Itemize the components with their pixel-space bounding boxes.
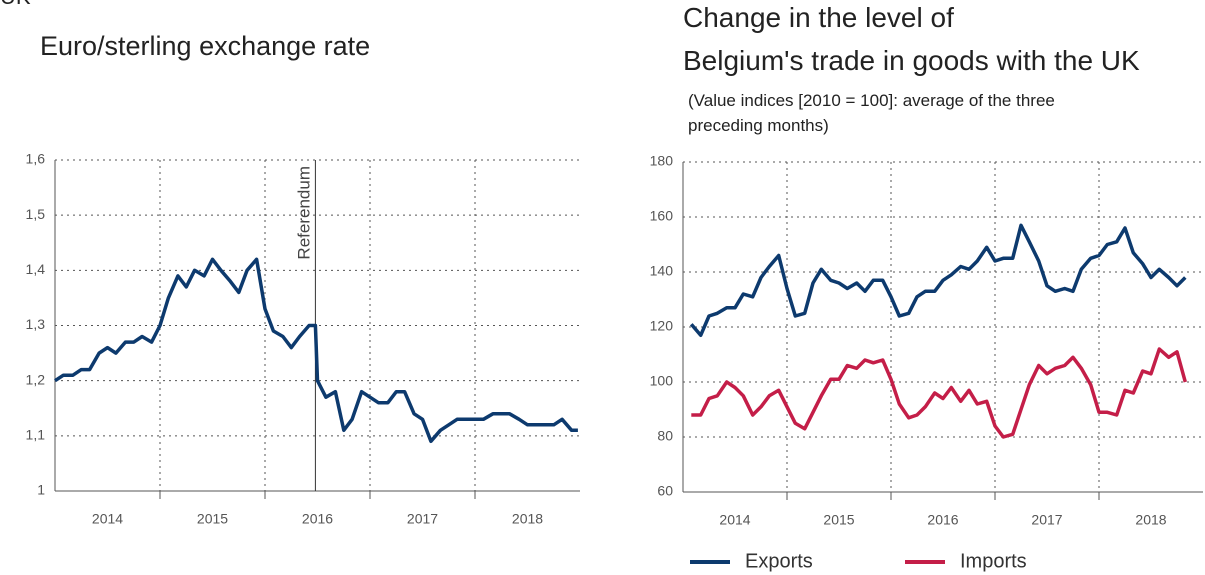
y-tick-label: 60 [657, 483, 673, 499]
y-tick-label: 1 [37, 482, 45, 498]
x-tick-label: 2018 [512, 511, 543, 527]
legend-label: Imports [960, 550, 1027, 572]
chart-title: Euro/sterling exchange rate [40, 31, 370, 61]
x-tick-label: 2017 [1031, 512, 1062, 528]
data-line [689, 223, 1187, 338]
annotation-label: Referendum [294, 166, 313, 260]
x-tick-label: 2014 [719, 512, 750, 528]
y-tick-label: 180 [650, 153, 674, 169]
heading: UK [0, 0, 31, 9]
chart-title: Change in the level of [683, 2, 954, 33]
chart-subtitle: preceding months) [688, 116, 829, 135]
data-line [691, 347, 1187, 439]
y-tick-label: 100 [650, 373, 674, 389]
chart-title: Belgium's trade in goods with the UK [683, 45, 1140, 76]
legend-label: Exports [745, 550, 813, 572]
x-tick-label: 2015 [823, 512, 854, 528]
y-tick-label: 1,1 [26, 427, 46, 443]
y-tick-label: 80 [657, 428, 673, 444]
y-tick-label: 1,6 [26, 151, 46, 167]
data-line [54, 257, 578, 444]
y-tick-label: 1,2 [26, 371, 46, 387]
x-tick-label: 2017 [407, 511, 438, 527]
chart-subtitle: (Value indices [2010 = 100]: average of … [688, 91, 1055, 110]
y-tick-label: 1,3 [26, 316, 46, 332]
y-tick-label: 120 [650, 318, 674, 334]
x-tick-label: 2014 [92, 511, 123, 527]
y-tick-label: 160 [650, 208, 674, 224]
x-tick-label: 2015 [197, 511, 228, 527]
x-tick-label: 2016 [927, 512, 958, 528]
x-tick-label: 2018 [1135, 512, 1166, 528]
y-tick-label: 140 [650, 263, 674, 279]
x-tick-label: 2016 [302, 511, 333, 527]
y-tick-label: 1,5 [26, 206, 46, 222]
y-tick-label: 1,4 [26, 261, 46, 277]
